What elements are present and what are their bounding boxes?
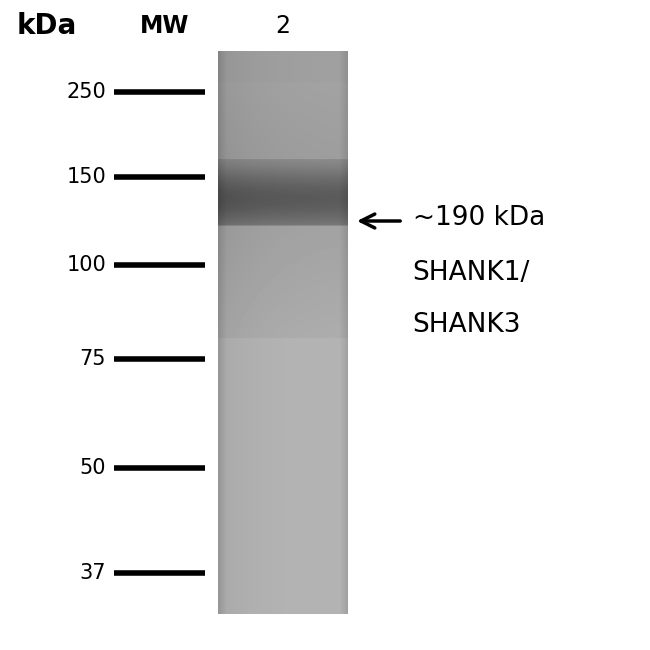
Text: SHANK1/: SHANK1/ [413, 260, 530, 286]
Text: 2: 2 [275, 14, 291, 38]
Text: 50: 50 [79, 458, 106, 478]
Text: 75: 75 [79, 349, 106, 369]
Text: 150: 150 [66, 167, 106, 187]
Text: ~190 kDa: ~190 kDa [413, 205, 545, 231]
Text: SHANK3: SHANK3 [413, 312, 521, 338]
Text: 37: 37 [79, 564, 106, 583]
Text: kDa: kDa [17, 12, 77, 40]
Text: 100: 100 [66, 255, 106, 275]
Text: 250: 250 [66, 83, 106, 102]
Text: MW: MW [140, 14, 189, 38]
